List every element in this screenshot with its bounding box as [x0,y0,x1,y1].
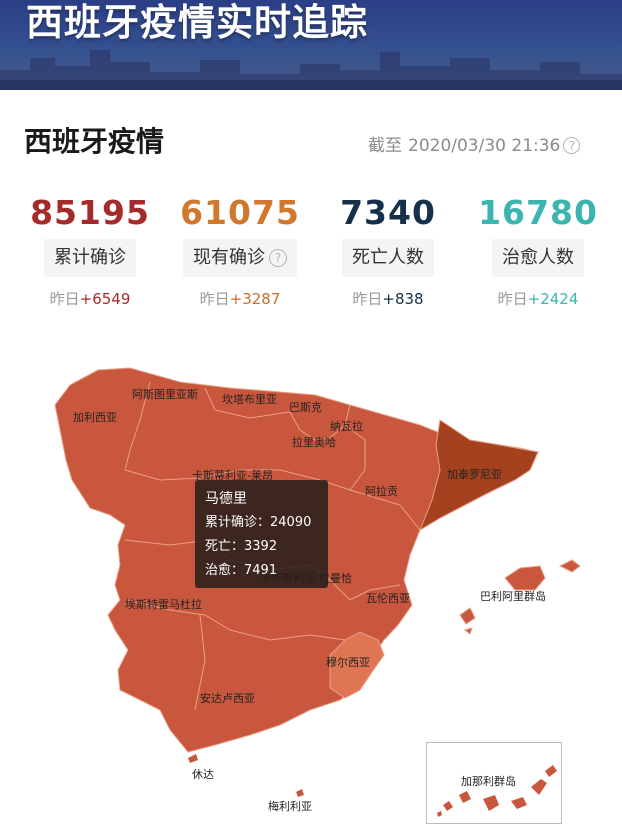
stat-delta: 昨日+838 [318,289,458,309]
tooltip-recovered-label: 治愈： [205,563,245,578]
delta-value: +3287 [229,290,281,308]
region-label-ceuta: 休达 [192,768,214,781]
stat-current-confirmed: 61075 现有确诊? 昨日+3287 [170,190,310,309]
region-canary-6[interactable] [545,765,557,777]
region-canary-7[interactable] [437,811,442,817]
page-title: 西班牙疫情 [24,125,165,158]
asof-prefix: 截至 [368,136,402,156]
region-label-cantabria: 坎塔布里亚 [222,393,277,406]
region-label-canary: 加那利群岛 [461,775,516,788]
region-canary-5[interactable] [531,779,547,795]
tooltip-confirmed-value: 24090 [270,515,312,530]
region-tooltip: 马德里 累计确诊：24090 死亡：3392 治愈：7491 [195,480,328,588]
stat-total-confirmed: 85195 累计确诊 昨日+6549 [20,190,160,309]
region-label-rioja: 拉里奥哈 [292,435,336,449]
region-label-melilla: 梅利利亚 [268,799,312,813]
asof-time: 2020/03/30 21:36 [408,136,561,156]
asof-timestamp: 截至 2020/03/30 21:36? [368,134,581,158]
region-label-catalonia: 加泰罗尼亚 [447,467,502,481]
delta-prefix: 昨日 [497,290,528,308]
tooltip-confirmed: 累计确诊：24090 [205,511,318,535]
region-label-aragon: 阿拉贡 [365,484,398,498]
tooltip-deaths-label: 死亡： [205,539,245,554]
region-label-navarra: 纳瓦拉 [330,419,363,433]
region-balearic-mallorca[interactable] [504,565,546,591]
delta-prefix: 昨日 [49,290,80,308]
tooltip-deaths-value: 3392 [244,539,278,554]
region-label-galicia: 加利西亚 [73,411,117,424]
region-label-extremadura: 埃斯特雷马杜拉 [125,597,202,611]
delta-value: +6549 [79,290,131,308]
region-canary-2[interactable] [459,791,471,803]
stat-label: 累计确诊 [44,239,136,277]
region-label-andalusia: 安达卢西亚 [200,691,255,705]
banner: 西班牙疫情实时追踪 [0,0,622,90]
stat-value: 16780 [478,193,598,232]
stat-label: 现有确诊? [183,239,297,277]
region-label-asturias: 阿斯图里亚斯 [132,388,198,401]
region-balearic-ibiza[interactable] [459,607,476,625]
region-melilla[interactable] [296,789,304,797]
region-label-murcia: 穆尔西亚 [326,655,370,669]
region-label-castilla-leon: 卡斯蒂利亚-莱昂 [192,469,273,482]
region-label-basque: 巴斯克 [289,401,322,414]
region-murcia[interactable] [329,631,385,699]
info-icon[interactable]: ? [563,137,581,154]
stat-delta: 昨日+3287 [170,289,310,309]
stat-value: 61075 [180,193,300,232]
stat-label: 治愈人数 [492,239,584,277]
region-balearic-menorca[interactable] [558,559,581,573]
stat-delta: 昨日+6549 [20,289,160,309]
tooltip-confirmed-label: 累计确诊： [205,515,271,530]
stat-delta: 昨日+2424 [468,289,608,309]
canary-islands-inset: 加那利群岛 [426,742,562,824]
banner-city-silhouette [0,50,622,90]
banner-title: 西班牙疫情实时追踪 [26,1,368,44]
region-balearic-formentera[interactable] [463,627,473,635]
region-canary-1[interactable] [443,801,453,811]
delta-prefix: 昨日 [199,290,230,308]
tooltip-recovered-value: 7491 [244,563,278,578]
stat-recovered: 16780 治愈人数 昨日+2424 [468,190,608,309]
stat-deaths: 7340 死亡人数 昨日+838 [318,190,458,309]
stat-value: 7340 [340,193,436,232]
canary-islands-svg [437,765,557,817]
region-canary-4[interactable] [511,797,527,809]
stat-label: 死亡人数 [342,239,434,277]
region-label-balearic: 巴利阿里群岛 [480,589,546,603]
region-catalonia[interactable] [418,419,539,532]
region-label-valencia: 瓦伦西亚 [366,591,410,605]
info-icon[interactable]: ? [269,249,287,267]
region-canary-3[interactable] [483,795,499,811]
delta-value: +2424 [527,290,579,308]
stat-value: 85195 [30,193,150,232]
delta-prefix: 昨日 [352,290,383,308]
region-ceuta[interactable] [188,754,198,763]
tooltip-title: 马德里 [205,491,247,507]
tooltip-deaths: 死亡：3392 [205,535,318,559]
stat-label-text: 现有确诊 [193,247,265,268]
tooltip-recovered: 治愈：7491 [205,559,318,583]
delta-value: +838 [382,290,424,308]
